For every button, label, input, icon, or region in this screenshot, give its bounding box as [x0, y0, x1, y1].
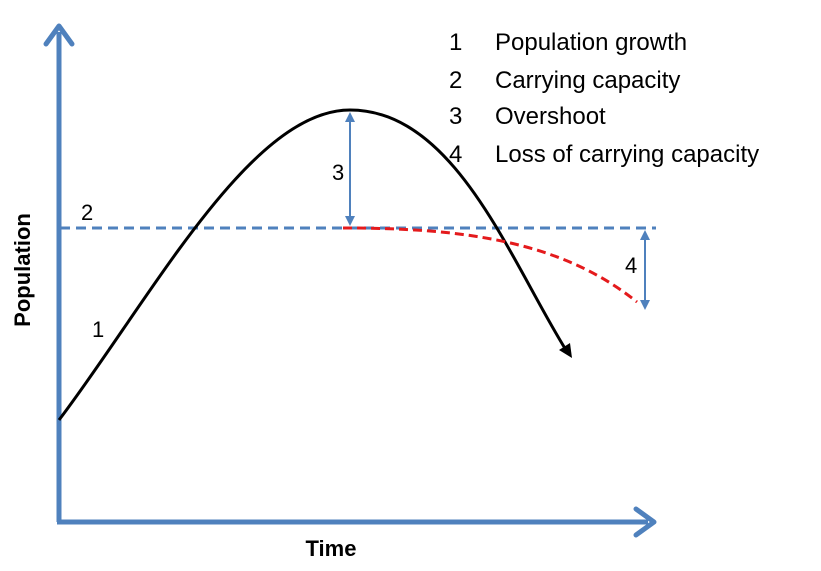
capacity-loss-arrow [640, 230, 650, 310]
x-axis-title: Time [306, 536, 357, 561]
capacity-loss-arrow-up-head [640, 230, 650, 240]
legend-label: Loss of carrying capacity [495, 141, 759, 168]
legend: 1 Population growth 2 Carrying capacity … [449, 29, 759, 168]
y-axis-title: Population [10, 213, 35, 327]
marker-1: 1 [92, 317, 104, 342]
population-curve-arrowhead [559, 343, 572, 358]
legend-label: Carrying capacity [495, 67, 680, 94]
legend-number: 1 [449, 29, 462, 56]
population-curve [57, 108, 568, 421]
marker-3: 3 [332, 160, 344, 185]
decline-curve [342, 226, 638, 304]
overshoot-arrow-down-head [345, 216, 355, 226]
x-axis [57, 506, 657, 538]
overshoot-arrow-up-head [345, 112, 355, 122]
y-axis [43, 23, 75, 522]
x-axis-arrowhead [633, 506, 657, 538]
legend-label: Overshoot [495, 103, 606, 130]
y-axis-arrowhead [43, 23, 75, 47]
legend-number: 3 [449, 103, 462, 130]
legend-label: Population growth [495, 29, 687, 56]
marker-4: 4 [625, 253, 637, 278]
overshoot-arrow [345, 112, 355, 226]
legend-number: 4 [449, 141, 462, 168]
capacity-loss-arrow-down-head [640, 300, 650, 310]
legend-number: 2 [449, 67, 462, 94]
marker-2: 2 [81, 200, 93, 225]
